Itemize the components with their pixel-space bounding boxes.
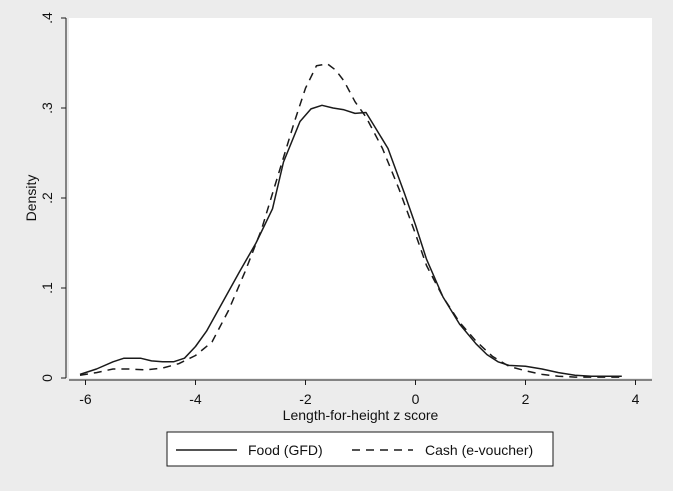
x-tick-label: 2	[522, 391, 530, 407]
x-axis-title: Length-for-height z score	[283, 407, 439, 423]
y-tick-label: .2	[39, 192, 55, 204]
y-axis-title: Density	[23, 175, 39, 222]
x-tick-label: -4	[189, 391, 202, 407]
series-line-cash	[79, 63, 622, 378]
y-tick-label: .1	[39, 282, 55, 294]
legend-label-cash: Cash (e-voucher)	[425, 442, 533, 458]
legend: Food (GFD) Cash (e-voucher)	[166, 431, 554, 467]
y-tick-label: 0	[39, 374, 55, 382]
legend-label-food: Food (GFD)	[248, 442, 323, 458]
series-line-food	[79, 104, 622, 377]
legend-box	[166, 431, 554, 467]
axes: -6 -4 -2 0 2 4 0 .1 .2 .3 .4	[39, 12, 652, 407]
plot-area	[69, 18, 652, 378]
y-tick-label: .4	[39, 12, 55, 24]
x-tick-label: -6	[79, 391, 92, 407]
x-tick-label: -2	[299, 391, 312, 407]
x-tick-label: 4	[632, 391, 640, 407]
x-tick-label: 0	[412, 391, 420, 407]
series-lines	[79, 63, 622, 378]
y-tick-label: .3	[39, 102, 55, 114]
